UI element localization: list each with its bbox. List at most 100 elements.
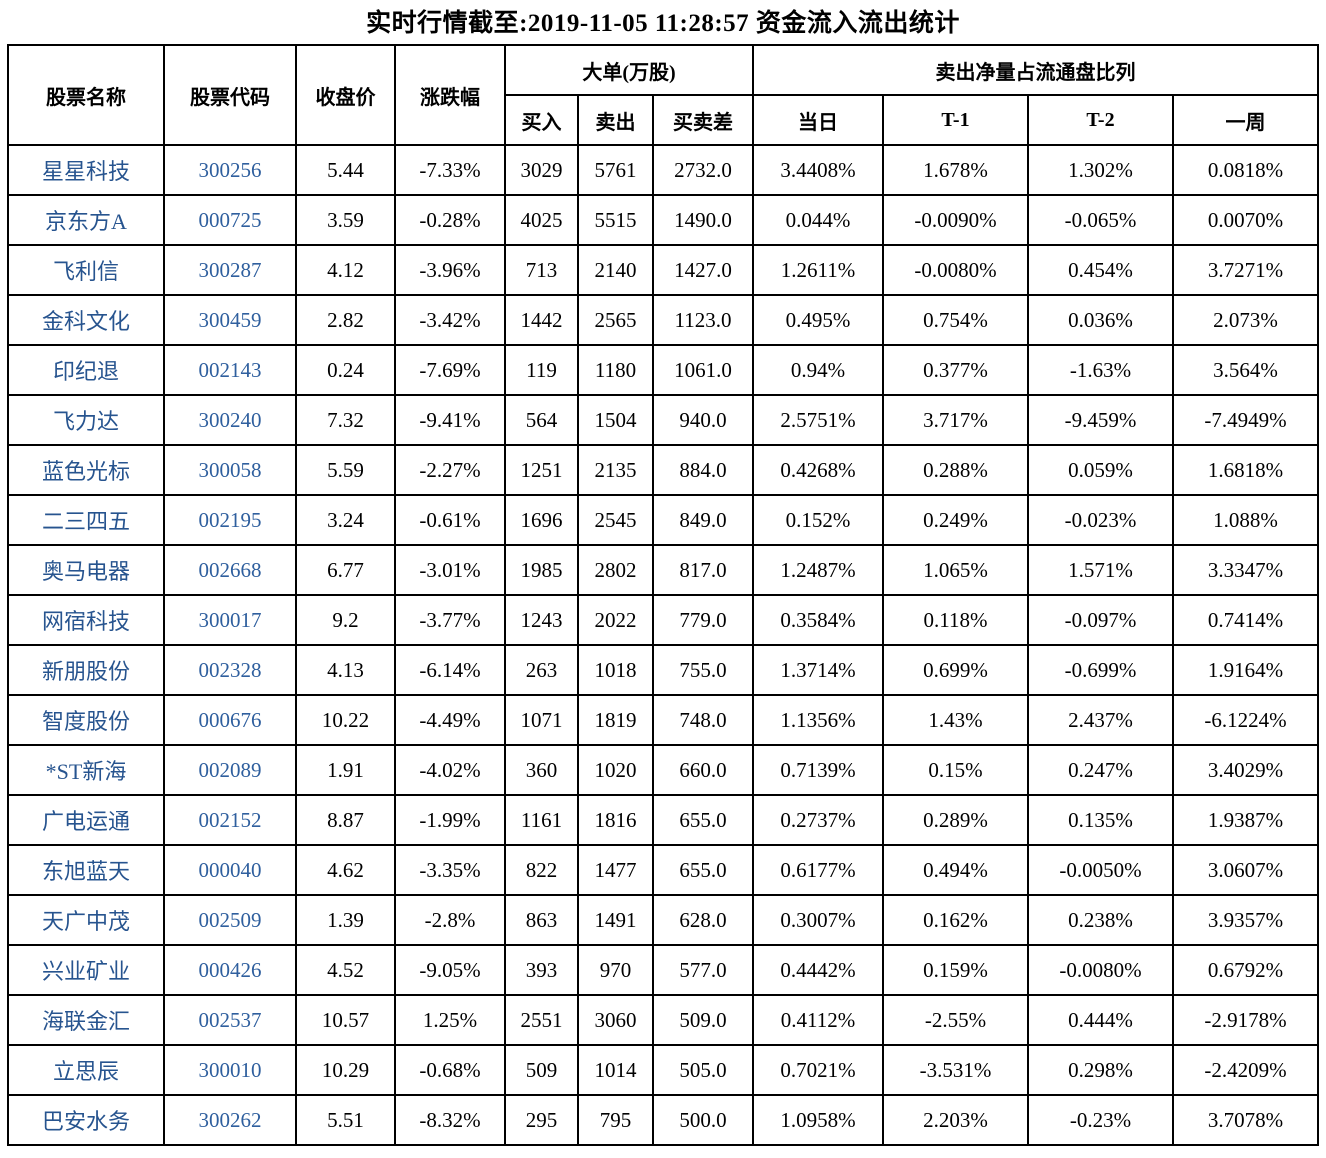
net-sell-t2-cell: -0.0080% <box>1027 944 1175 996</box>
stock-name-cell: 奥马电器 <box>6 544 165 596</box>
close-price-cell: 3.24 <box>294 494 396 546</box>
stock-code-cell: 002537 <box>162 994 297 1046</box>
buy-volume-cell: 119 <box>503 344 579 396</box>
stock-code-cell: 000040 <box>162 844 297 896</box>
buy-volume-cell: 4025 <box>503 194 579 246</box>
buy-sell-diff-cell: 755.0 <box>651 644 755 696</box>
table-row: 飞利信 300287 4.12 -3.96% 713 2140 1427.0 1.2611% -… <box>6 244 1320 296</box>
net-sell-t2-cell: -1.63% <box>1027 344 1175 396</box>
table-row: 网宿科技 300017 9.2 -3.77% 1243 2022 779.0 0.3584% 0… <box>6 594 1320 646</box>
net-sell-week-cell: -2.4209% <box>1172 1044 1320 1096</box>
net-sell-t2-cell: -0.23% <box>1027 1094 1175 1146</box>
buy-sell-diff-cell: 884.0 <box>651 444 755 496</box>
net-sell-t1-cell: 1.065% <box>882 544 1030 596</box>
change-percent-cell: -3.35% <box>393 844 506 896</box>
sell-volume-cell: 795 <box>576 1094 654 1146</box>
sell-volume-cell: 1477 <box>576 844 654 896</box>
table-body: 星星科技 300256 5.44 -7.33% 3029 5761 2732.0 3.4408… <box>6 144 1320 1146</box>
stock-code-cell: 300287 <box>162 244 297 296</box>
buy-volume-cell: 822 <box>503 844 579 896</box>
stock-name-cell: 立思辰 <box>6 1044 165 1096</box>
buy-sell-diff-cell: 1427.0 <box>651 244 755 296</box>
sell-volume-cell: 2135 <box>576 444 654 496</box>
stock-name-cell: 飞力达 <box>6 394 165 446</box>
table-row: 二三四五 002195 3.24 -0.61% 1696 2545 849.0 0.152% 0… <box>6 494 1320 546</box>
net-sell-week-cell: -7.4949% <box>1172 394 1320 446</box>
table-row: 星星科技 300256 5.44 -7.33% 3029 5761 2732.0 3.4408… <box>6 144 1320 196</box>
stock-code-cell: 002089 <box>162 744 297 796</box>
net-sell-t2-cell: 0.135% <box>1027 794 1175 846</box>
net-sell-week-cell: 3.9357% <box>1172 894 1320 946</box>
change-percent-cell: -3.77% <box>393 594 506 646</box>
stock-code-cell: 300017 <box>162 594 297 646</box>
net-sell-t2-cell: -0.065% <box>1027 194 1175 246</box>
net-sell-t1-cell: 1.678% <box>882 144 1030 196</box>
buy-volume-cell: 1243 <box>503 594 579 646</box>
net-sell-t2-cell: -0.0050% <box>1027 844 1175 896</box>
stock-code-cell: 300459 <box>162 294 297 346</box>
stock-code-cell: 300058 <box>162 444 297 496</box>
net-sell-day-cell: 0.044% <box>752 194 885 246</box>
change-percent-cell: -2.8% <box>393 894 506 946</box>
stock-code-cell: 002152 <box>162 794 297 846</box>
net-sell-day-cell: 0.152% <box>752 494 885 546</box>
net-sell-t1-cell: 0.288% <box>882 444 1030 496</box>
net-sell-week-cell: 2.073% <box>1172 294 1320 346</box>
stock-name-cell: 天广中茂 <box>6 894 165 946</box>
close-price-cell: 3.59 <box>294 194 396 246</box>
net-sell-t1-cell: -0.0090% <box>882 194 1030 246</box>
net-sell-t1-cell: 0.249% <box>882 494 1030 546</box>
net-sell-t1-cell: 0.118% <box>882 594 1030 646</box>
net-sell-t1-cell: 0.494% <box>882 844 1030 896</box>
header-stock-code: 股票代码 <box>162 44 297 146</box>
buy-volume-cell: 713 <box>503 244 579 296</box>
stock-code-cell: 300240 <box>162 394 297 446</box>
report-title: 实时行情截至:2019-11-05 11:28:57 资金流入流出统计 <box>366 10 960 37</box>
change-percent-cell: -9.41% <box>393 394 506 446</box>
sell-volume-cell: 1504 <box>576 394 654 446</box>
buy-sell-diff-cell: 577.0 <box>651 944 755 996</box>
table-row: 巴安水务 300262 5.51 -8.32% 295 795 500.0 1.0958% 2.… <box>6 1094 1320 1146</box>
close-price-cell: 10.57 <box>294 994 396 1046</box>
close-price-cell: 5.59 <box>294 444 396 496</box>
stock-name-cell: *ST新海 <box>6 744 165 796</box>
net-sell-day-cell: 0.94% <box>752 344 885 396</box>
buy-sell-diff-cell: 1490.0 <box>651 194 755 246</box>
buy-volume-cell: 1985 <box>503 544 579 596</box>
net-sell-week-cell: 3.0607% <box>1172 844 1320 896</box>
sell-volume-cell: 2022 <box>576 594 654 646</box>
sell-volume-cell: 1020 <box>576 744 654 796</box>
header-close-price: 收盘价 <box>294 44 396 146</box>
close-price-cell: 2.82 <box>294 294 396 346</box>
stock-name-cell: 东旭蓝天 <box>6 844 165 896</box>
change-percent-cell: -7.69% <box>393 344 506 396</box>
close-price-cell: 10.22 <box>294 694 396 746</box>
header-net-sell-week: 一周 <box>1172 94 1320 146</box>
change-percent-cell: -6.14% <box>393 644 506 696</box>
buy-sell-diff-cell: 1123.0 <box>651 294 755 346</box>
stock-name-cell: 广电运通 <box>6 794 165 846</box>
close-price-cell: 9.2 <box>294 594 396 646</box>
table-row: 蓝色光标 300058 5.59 -2.27% 1251 2135 884.0 0.4268%… <box>6 444 1320 496</box>
buy-volume-cell: 1442 <box>503 294 579 346</box>
buy-volume-cell: 263 <box>503 644 579 696</box>
net-sell-day-cell: 0.6177% <box>752 844 885 896</box>
buy-sell-diff-cell: 509.0 <box>651 994 755 1046</box>
stock-name-cell: 网宿科技 <box>6 594 165 646</box>
table-row: 天广中茂 002509 1.39 -2.8% 863 1491 628.0 0.3007% 0.… <box>6 894 1320 946</box>
header-big-order-group: 大单(万股) <box>503 44 755 96</box>
close-price-cell: 1.39 <box>294 894 396 946</box>
net-sell-day-cell: 0.4442% <box>752 944 885 996</box>
sell-volume-cell: 5761 <box>576 144 654 196</box>
net-sell-week-cell: 0.0070% <box>1172 194 1320 246</box>
net-sell-t2-cell: 0.444% <box>1027 994 1175 1046</box>
close-price-cell: 7.32 <box>294 394 396 446</box>
buy-sell-diff-cell: 940.0 <box>651 394 755 446</box>
net-sell-day-cell: 1.2611% <box>752 244 885 296</box>
stock-name-cell: 二三四五 <box>6 494 165 546</box>
buy-volume-cell: 1071 <box>503 694 579 746</box>
net-sell-week-cell: 0.7414% <box>1172 594 1320 646</box>
buy-sell-diff-cell: 655.0 <box>651 844 755 896</box>
net-sell-t1-cell: -0.0080% <box>882 244 1030 296</box>
net-sell-t1-cell: 2.203% <box>882 1094 1030 1146</box>
